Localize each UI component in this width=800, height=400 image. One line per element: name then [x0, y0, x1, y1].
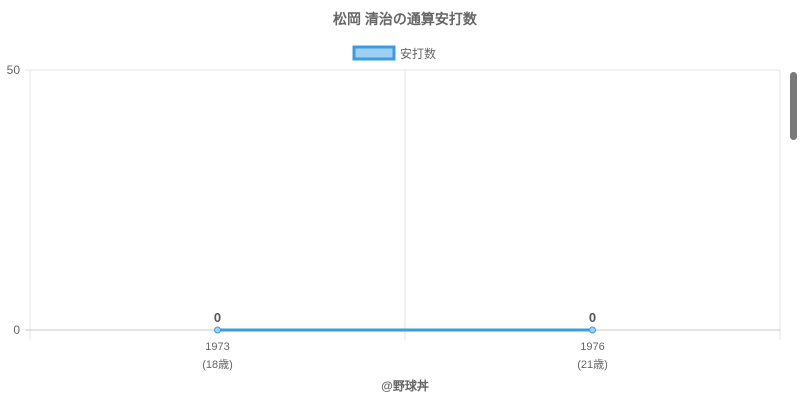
legend-label[interactable]: 安打数 — [400, 46, 436, 61]
x-tick-label: 1973 — [205, 341, 229, 353]
y-tick-label: 0 — [13, 323, 20, 337]
scrollbar[interactable] — [790, 72, 797, 140]
x-tick-sublabel: (18歳) — [202, 358, 233, 371]
x-tick-sublabel: (21歳) — [577, 358, 608, 371]
chart-title: 松岡 清治の通算安打数 — [333, 11, 478, 27]
data-point — [214, 326, 221, 334]
x-tick-label: 1976 — [580, 341, 604, 353]
data-label: 0 — [589, 310, 596, 325]
data-label: 0 — [214, 310, 221, 325]
legend-swatch[interactable] — [352, 45, 396, 61]
watermark: @野球丼 — [381, 378, 429, 393]
data-point — [589, 326, 596, 334]
y-tick-label: 50 — [7, 63, 21, 77]
